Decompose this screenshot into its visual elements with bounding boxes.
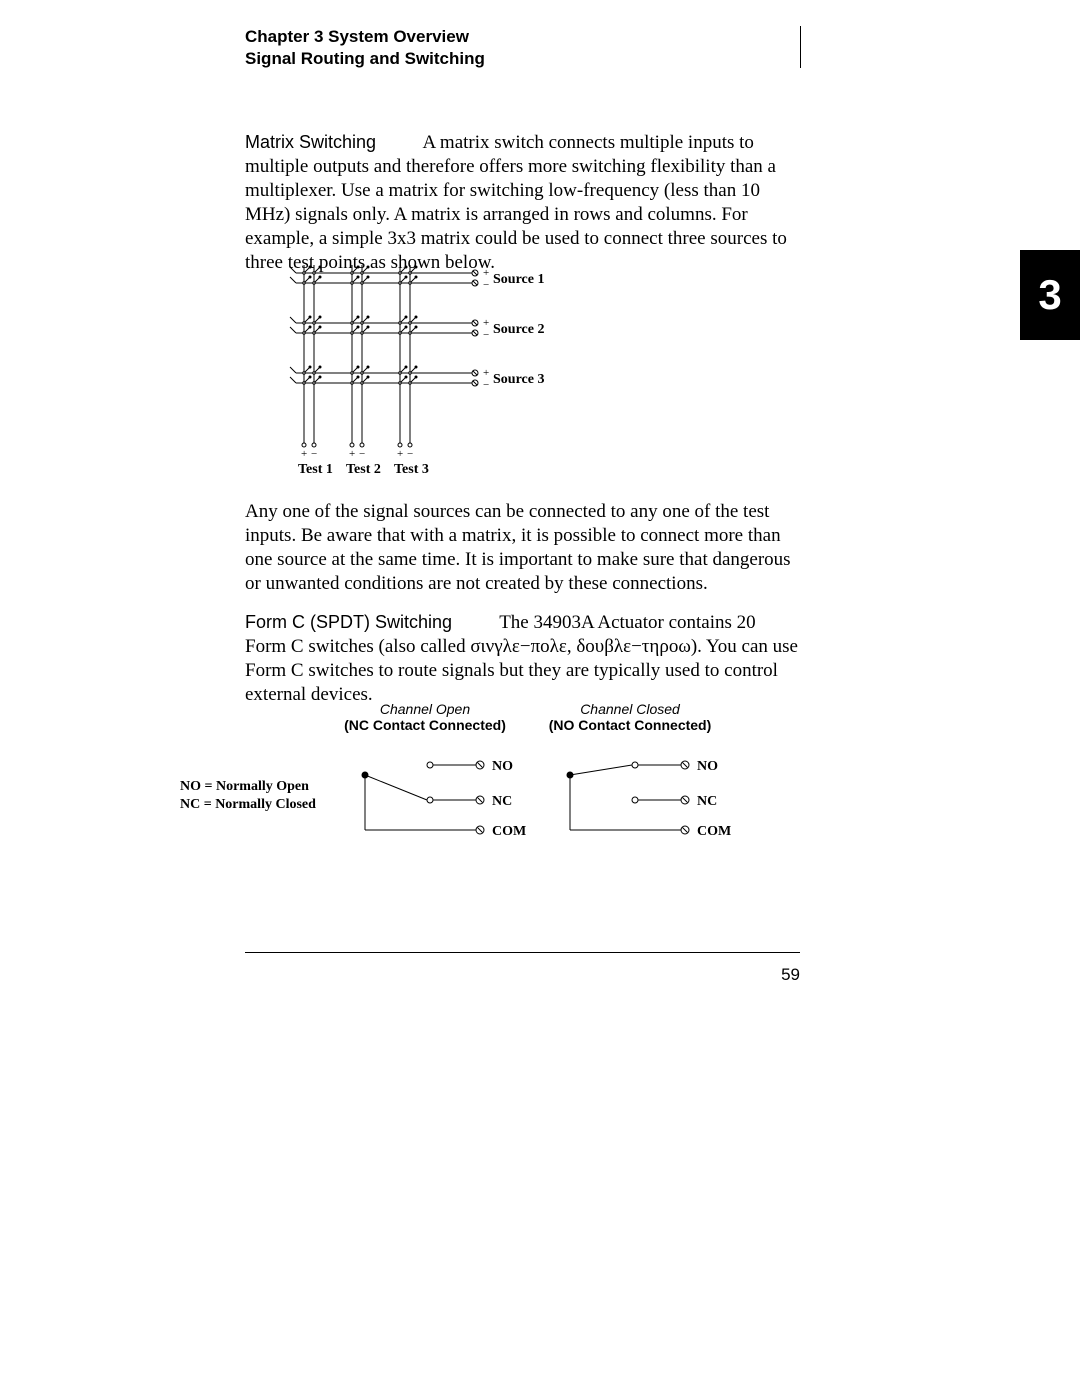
- footer-rule: [245, 952, 800, 953]
- svg-text:−: −: [483, 329, 489, 341]
- svg-text:−: −: [483, 379, 489, 391]
- paragraph-matrix-switching: Matrix Switching A matrix switch connect…: [245, 130, 800, 275]
- matrix-diagram: +−Source 1+−Source 2+−Source 3+−Test 1+−…: [280, 255, 580, 490]
- text-matrix-switching: A matrix switch connects multiple inputs…: [245, 132, 787, 273]
- svg-text:Source 3: Source 3: [493, 372, 544, 387]
- form-c-diagram: NO = Normally Open NC = Normally Closed Ch…: [180, 700, 750, 870]
- svg-text:+: +: [397, 448, 403, 460]
- page-number: 59: [781, 965, 800, 985]
- svg-text:+: +: [349, 448, 355, 460]
- header-section: Signal Routing and Switching: [245, 48, 800, 70]
- svg-text:Channel Closed: Channel Closed: [580, 701, 681, 717]
- svg-text:−: −: [359, 448, 365, 460]
- svg-text:Source 2: Source 2: [493, 322, 544, 337]
- svg-text:+: +: [301, 448, 307, 460]
- svg-text:+: +: [483, 267, 489, 279]
- svg-text:NC: NC: [492, 794, 512, 809]
- svg-text:NO: NO: [697, 759, 718, 774]
- svg-text:−: −: [311, 448, 317, 460]
- label-form-c: Form C (SPDT) Switching: [245, 612, 452, 632]
- chapter-tab: 3: [1020, 250, 1080, 340]
- svg-text:−: −: [407, 448, 413, 460]
- page-header: Chapter 3 System Overview Signal Routing…: [245, 26, 800, 70]
- page: Chapter 3 System Overview Signal Routing…: [0, 0, 1080, 1397]
- svg-text:(NO Contact Connected): (NO Contact Connected): [549, 717, 712, 733]
- svg-text:Test 2: Test 2: [346, 462, 381, 477]
- svg-text:NC: NC: [697, 794, 717, 809]
- svg-text:−: −: [483, 279, 489, 291]
- svg-text:NO: NO: [492, 759, 513, 774]
- label-matrix-switching: Matrix Switching: [245, 132, 376, 152]
- paragraph-form-c: Form C (SPDT) Switching The 34903A Actua…: [245, 610, 800, 707]
- header-rule: [800, 26, 801, 68]
- svg-text:NO = Normally Open: NO = Normally Open: [180, 779, 309, 794]
- text-any-one: Any one of the signal sources can be con…: [245, 501, 791, 594]
- svg-text:+: +: [483, 367, 489, 379]
- svg-text:Test 1: Test 1: [298, 462, 333, 477]
- svg-text:Test 3: Test 3: [394, 462, 429, 477]
- paragraph-any-one: Any one of the signal sources can be con…: [245, 500, 800, 596]
- header-chapter: Chapter 3 System Overview: [245, 26, 800, 48]
- svg-text:Channel Open: Channel Open: [380, 701, 471, 717]
- svg-text:(NC Contact Connected): (NC Contact Connected): [344, 717, 506, 733]
- svg-text:COM: COM: [492, 824, 526, 839]
- svg-text:COM: COM: [697, 824, 731, 839]
- svg-text:Source 1: Source 1: [493, 272, 544, 287]
- svg-text:NC = Normally Closed: NC = Normally Closed: [180, 797, 316, 812]
- svg-text:+: +: [483, 317, 489, 329]
